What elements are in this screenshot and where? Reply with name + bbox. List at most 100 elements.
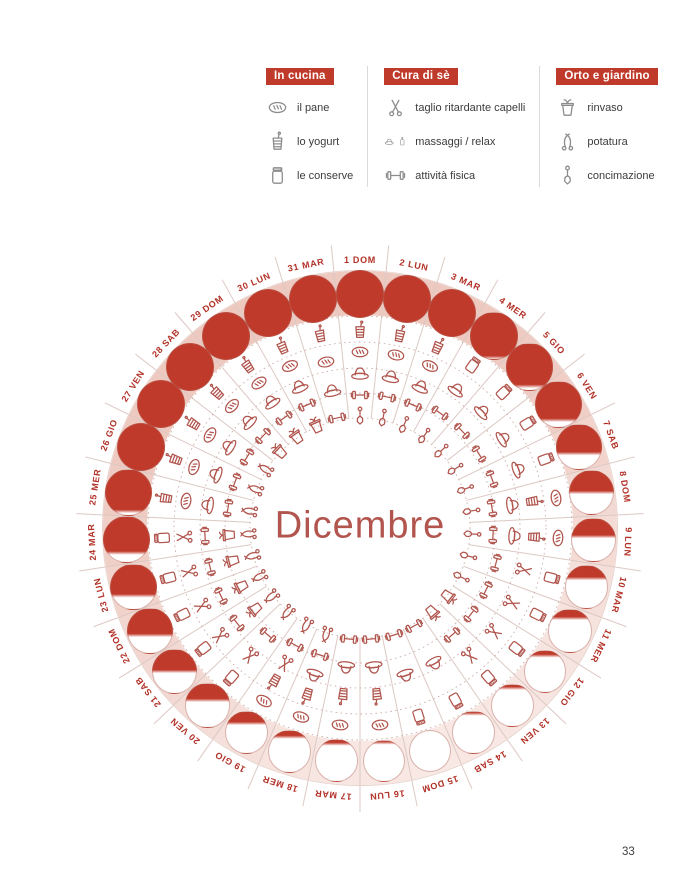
segment-divider <box>330 245 350 419</box>
moon-phase-day-20 <box>185 683 230 728</box>
fisica-icon <box>482 523 505 546</box>
segment-divider <box>466 456 636 501</box>
fisica-icon <box>359 627 383 651</box>
segment-divider <box>402 628 473 790</box>
moon-phase-day-22 <box>127 608 173 654</box>
segment-divider <box>76 513 251 523</box>
moon-phase-day-23 <box>110 563 157 610</box>
moon-phase-day-14 <box>452 711 495 754</box>
massaggi-icon <box>503 524 526 547</box>
legend-header: Orto e giardino <box>556 68 658 85</box>
moon-phase-day-30 <box>243 288 292 337</box>
segment-divider <box>197 617 298 762</box>
moon-phase-day-1 <box>336 270 384 318</box>
legend-column-2: Cura di sè taglio ritardante capelli massa… <box>367 66 539 187</box>
moon-phase-day-27 <box>137 380 186 429</box>
segment-divider <box>118 585 267 679</box>
massaggi-icon <box>319 377 345 403</box>
legend-item-label: attività fisica <box>415 169 476 182</box>
legend-item: attività fisica <box>384 164 525 187</box>
yogurt-icon <box>522 489 547 514</box>
legend-item: rinvaso <box>556 96 657 119</box>
segment-divider <box>422 617 523 762</box>
moon-phase-day-2 <box>383 274 432 323</box>
moon-phase-day-18 <box>268 729 312 773</box>
segment-divider <box>135 353 274 462</box>
moon-phase-day-29 <box>202 311 251 360</box>
moon-phase-day-15 <box>409 730 452 773</box>
concimazione-icon <box>349 405 371 427</box>
yogurt-icon <box>307 321 333 347</box>
legend-column-1: In cucina il pane lo yogurt le conserve <box>266 66 367 187</box>
massaggi-icon <box>362 656 386 680</box>
moon-phase-day-25 <box>104 468 153 517</box>
legend-item: massaggi / relax <box>384 130 525 153</box>
legend-item: lo yogurt <box>266 130 353 153</box>
pane-icon <box>546 526 569 549</box>
dotted-ring <box>147 315 573 741</box>
potatura-icon <box>237 522 260 545</box>
legend-item: taglio ritardante capelli <box>384 96 525 119</box>
fisica-icon <box>349 384 371 406</box>
moon-phase-day-19 <box>224 710 269 755</box>
segment-divider <box>392 256 446 424</box>
yogurt-icon <box>365 684 389 708</box>
segment-divider <box>84 456 254 501</box>
legend-item: le conserve <box>266 164 353 187</box>
legend-header: Cura di sè <box>384 68 458 85</box>
segment-divider <box>439 603 567 725</box>
day-label-1: 1 DOM <box>343 255 377 265</box>
massaggi-icon <box>501 492 526 517</box>
dotted-ring <box>249 417 471 639</box>
pane-icon <box>368 713 392 737</box>
pane-icon <box>543 485 568 510</box>
fisica-icon <box>479 495 504 520</box>
moon-phase-day-3 <box>428 288 477 337</box>
concimazione-icon <box>460 522 483 545</box>
legend-item-label: taglio ritardante capelli <box>415 101 526 114</box>
moon-phase-day-8 <box>568 470 614 516</box>
moon-phase-day-24 <box>102 516 150 564</box>
segment-divider <box>79 544 252 572</box>
segment-divider <box>458 402 616 481</box>
fisica-icon <box>194 524 217 547</box>
legend-header: In cucina <box>266 68 334 85</box>
massaggi-icon <box>349 362 371 384</box>
segment-divider <box>446 353 585 462</box>
segment-divider <box>468 544 641 572</box>
moon-phase-day-10 <box>564 564 609 609</box>
concimazione-icon <box>458 498 483 523</box>
moon-phase-day-6 <box>535 380 583 428</box>
segment-divider <box>174 312 289 445</box>
massaggi-icon <box>334 656 358 680</box>
legend-item-label: concimazione <box>587 169 655 182</box>
moon-phase-day-7 <box>556 423 603 470</box>
legend: In cucina il pane lo yogurt le conserve Cura… <box>266 66 672 187</box>
yogurt-icon <box>525 525 548 548</box>
legend-item: il pane <box>266 96 353 119</box>
legend-item: concimazione <box>556 164 657 187</box>
segment-divider <box>453 585 602 679</box>
segment-divider <box>381 635 418 807</box>
moon-phase-day-11 <box>548 609 592 653</box>
yogurt-icon <box>331 684 355 708</box>
dotted-ring <box>173 341 547 715</box>
day-label-9: 9 LUN <box>621 526 634 557</box>
legend-item: potatura <box>556 130 657 153</box>
segment-divider <box>153 603 281 725</box>
legend-item-label: lo yogurt <box>297 135 340 148</box>
month-title: Dicembre <box>274 504 446 547</box>
segment-divider <box>469 513 644 523</box>
dotted-ring <box>199 367 521 689</box>
potatura-icon <box>237 498 262 523</box>
yogurt-icon <box>349 319 371 341</box>
taglio-icon <box>172 525 195 548</box>
segment-divider <box>412 279 499 433</box>
legend-column-3: Orto e giardino rinvaso potatura concimazio… <box>539 66 671 187</box>
segment-divider <box>431 312 546 445</box>
fisica-icon <box>337 627 361 651</box>
legend-item-label: rinvaso <box>587 101 623 114</box>
wheel-center <box>257 425 463 631</box>
moon-phase-day-21 <box>152 648 198 694</box>
